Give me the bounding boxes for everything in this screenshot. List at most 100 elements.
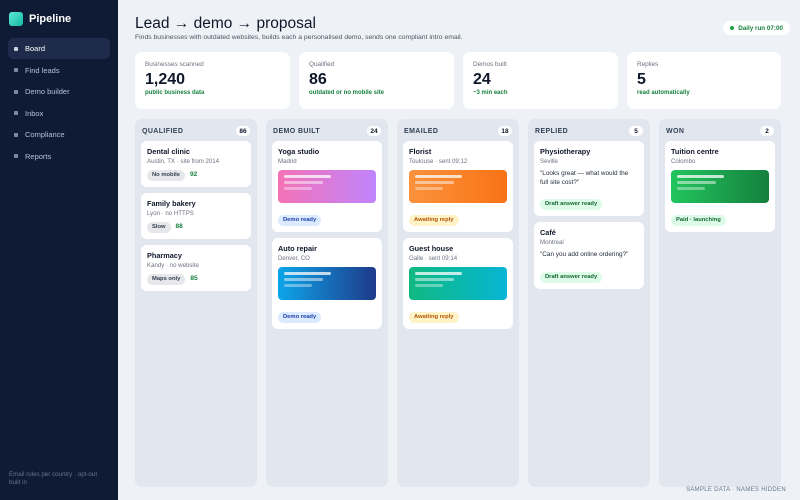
sidebar-item-label: Compliance bbox=[25, 130, 65, 140]
lead-card-florist[interactable]: Florist Toulouse · sent 09:12 Awaiting r… bbox=[403, 141, 513, 232]
stat-note: outdated or no mobile site bbox=[309, 90, 385, 96]
page-subtitle: Finds businesses with outdated websites,… bbox=[135, 34, 463, 41]
stat-value: 86 bbox=[309, 71, 327, 88]
sidebar-item-find-leads[interactable]: Find leads bbox=[8, 60, 110, 81]
column-demo-built: DEMO BUILT 24 Yoga studio Madrid Demo re… bbox=[266, 119, 388, 487]
demo-preview-thumbnail[interactable] bbox=[409, 267, 507, 300]
find-leads-icon bbox=[14, 68, 18, 73]
reply-quote: "Can you add online ordering?" bbox=[540, 251, 629, 258]
card-title: Yoga studio bbox=[278, 147, 320, 156]
column-count-badge: 24 bbox=[367, 126, 381, 136]
sidebar-item-compliance[interactable]: Compliance bbox=[8, 124, 110, 145]
kanban-board: QUALIFIED 86 Dental clinic Austin, TX · … bbox=[135, 119, 781, 487]
card-subtitle: Kandy · no website bbox=[147, 262, 199, 269]
status-dot-icon bbox=[730, 26, 735, 30]
board-icon bbox=[14, 46, 18, 51]
inbox-icon bbox=[14, 111, 18, 116]
sidebar-item-demo-builder[interactable]: Demo builder bbox=[8, 81, 110, 102]
card-subtitle: Madrid bbox=[278, 158, 297, 165]
sidebar-item-reports[interactable]: Reports bbox=[8, 146, 110, 167]
issue-badge: No mobile bbox=[147, 170, 186, 181]
card-subtitle: Galle · sent 09:14 bbox=[409, 255, 458, 262]
sidebar-item-inbox[interactable]: Inbox bbox=[8, 103, 110, 124]
card-subtitle: Denver, CO bbox=[278, 255, 310, 262]
stats-row: Businesses scanned 1,240 public business… bbox=[135, 52, 781, 109]
reports-icon bbox=[14, 154, 18, 159]
stat-note: read automatically bbox=[637, 90, 690, 96]
lead-card-guest-house[interactable]: Guest house Galle · sent 09:14 Awaiting … bbox=[403, 238, 513, 329]
lead-card-dental-clinic[interactable]: Dental clinic Austin, TX · site from 201… bbox=[141, 141, 251, 187]
column-title: EMAILED bbox=[404, 127, 439, 135]
sidebar-footer-note: Email rules per country · opt-out built … bbox=[9, 471, 98, 486]
page-title: Lead → demo → proposal bbox=[135, 15, 316, 32]
lead-card-tuition-centre[interactable]: Tuition centre Colombo Paid · launching bbox=[665, 141, 775, 232]
card-title: Dental clinic bbox=[147, 147, 190, 156]
sidebar-item-label: Demo builder bbox=[25, 87, 70, 97]
lead-card-cafe[interactable]: Café Montreal "Can you add online orderi… bbox=[534, 222, 644, 289]
reply-quote: "Looks great — what would the full site … bbox=[540, 170, 629, 186]
card-title: Auto repair bbox=[278, 244, 317, 253]
card-title: Family bakery bbox=[147, 199, 196, 208]
stat-label: Replies bbox=[637, 61, 659, 68]
card-meta-row: No mobile 92 bbox=[147, 170, 245, 181]
brand[interactable]: Pipeline bbox=[9, 12, 109, 26]
card-subtitle: Austin, TX · site from 2014 bbox=[147, 158, 220, 165]
status-badge: Draft answer ready bbox=[540, 199, 603, 210]
stat-value: 1,240 bbox=[145, 71, 186, 88]
thumbnail-line bbox=[415, 187, 443, 190]
stat-value: 5 bbox=[637, 71, 646, 88]
card-subtitle: Toulouse · sent 09:12 bbox=[409, 158, 468, 165]
lead-card-family-bakery[interactable]: Family bakery Lyon · no HTTPS Slow 88 bbox=[141, 193, 251, 239]
status-badge: Awaiting reply bbox=[409, 215, 459, 226]
thumbnail-line bbox=[677, 187, 705, 190]
sidebar-item-label: Inbox bbox=[25, 108, 44, 118]
lead-score: 92 bbox=[190, 171, 198, 178]
column-count-badge: 18 bbox=[498, 126, 512, 136]
demo-preview-thumbnail[interactable] bbox=[278, 170, 376, 203]
stat-label: Demos built bbox=[473, 61, 507, 68]
card-subtitle: Lyon · no HTTPS bbox=[147, 210, 194, 217]
sidebar-item-label: Reports bbox=[25, 151, 52, 161]
stat-note: ~3 min each bbox=[473, 90, 508, 96]
demo-preview-thumbnail[interactable] bbox=[278, 267, 376, 300]
daily-run-status[interactable]: Daily run 07:00 bbox=[723, 21, 790, 35]
issue-badge: Slow bbox=[147, 222, 171, 233]
card-subtitle: Seville bbox=[540, 158, 558, 165]
column-count-badge: 2 bbox=[760, 126, 774, 136]
stat-note: public business data bbox=[145, 90, 205, 96]
thumbnail-line bbox=[415, 175, 463, 178]
app-logo-icon bbox=[9, 12, 23, 26]
card-title: Guest house bbox=[409, 244, 454, 253]
thumbnail-line bbox=[284, 284, 312, 287]
stat-value: 24 bbox=[473, 71, 491, 88]
stat-card-demos-built: Demos built 24 ~3 min each bbox=[463, 52, 618, 109]
lead-card-physiotherapy[interactable]: Physiotherapy Seville "Looks great — wha… bbox=[534, 141, 644, 216]
lead-card-auto-repair[interactable]: Auto repair Denver, CO Demo ready bbox=[272, 238, 382, 329]
demo-preview-thumbnail[interactable] bbox=[671, 170, 769, 203]
lead-score: 88 bbox=[175, 223, 183, 230]
sidebar-item-label: Find leads bbox=[25, 65, 60, 75]
status-badge: Draft answer ready bbox=[540, 271, 603, 283]
column-title: DEMO BUILT bbox=[273, 127, 321, 135]
status-badge: Demo ready bbox=[278, 312, 322, 323]
lead-card-yoga-studio[interactable]: Yoga studio Madrid Demo ready bbox=[272, 141, 382, 232]
demo-preview-thumbnail[interactable] bbox=[409, 170, 507, 203]
issue-badge: Maps only bbox=[147, 274, 186, 285]
column-replied: REPLIED 5 Physiotherapy Seville "Looks g… bbox=[528, 119, 650, 487]
card-title: Tuition centre bbox=[671, 147, 719, 156]
column-won: WON 2 Tuition centre Colombo Paid · laun… bbox=[659, 119, 781, 487]
compliance-icon bbox=[14, 132, 18, 137]
card-title: Pharmacy bbox=[147, 251, 182, 260]
column-title: WON bbox=[666, 127, 685, 135]
sidebar-item-board[interactable]: Board bbox=[8, 38, 110, 59]
daily-run-label: Daily run 07:00 bbox=[738, 24, 783, 32]
column-count-badge: 5 bbox=[629, 126, 643, 136]
thumbnail-line bbox=[415, 278, 454, 281]
sidebar: Pipeline Board Find leads Demo builder I… bbox=[0, 0, 118, 500]
card-meta-row: Maps only 85 bbox=[147, 274, 245, 285]
stat-label: Businesses scanned bbox=[145, 61, 204, 68]
card-meta-row: Slow 88 bbox=[147, 222, 245, 233]
lead-card-pharmacy[interactable]: Pharmacy Kandy · no website Maps only 85 bbox=[141, 245, 251, 291]
thumbnail-line bbox=[284, 278, 323, 281]
column-header: QUALIFIED 86 bbox=[142, 125, 250, 137]
